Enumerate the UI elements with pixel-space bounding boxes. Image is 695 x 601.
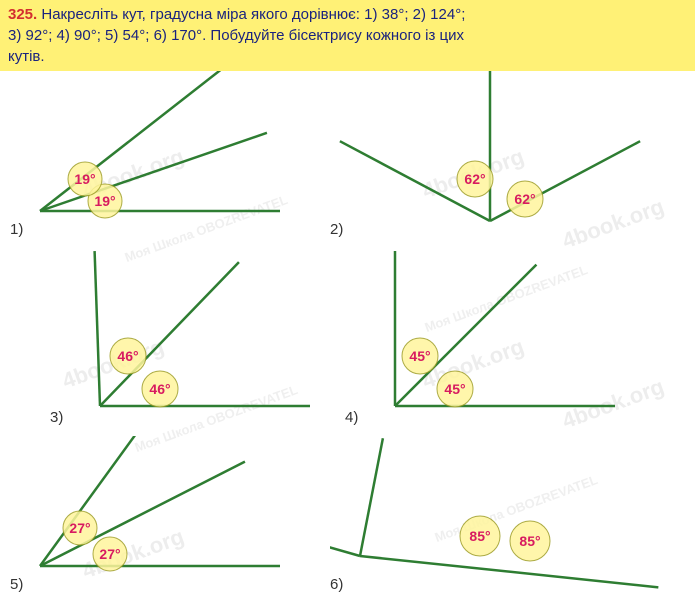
angle-diagram-2: 62° 62° 2) <box>330 71 660 241</box>
problem-line2: 3) 92°; 4) 90°; 5) 54°; 6) 170°. Побудуй… <box>8 27 464 44</box>
angle-value-label: 62° <box>514 191 535 207</box>
problem-text: 325. Накресліть кут, градусна міра якого… <box>0 0 695 71</box>
problem-line3: кутів. <box>8 48 45 65</box>
angle-ray <box>360 556 658 587</box>
problem-line1: Накресліть кут, градусна міра якого дорі… <box>41 6 465 23</box>
angle-diagram-6: 85° 85° 6) <box>330 436 680 596</box>
angle-value-label: 45° <box>409 348 430 364</box>
diagram-number-label: 3) <box>50 409 63 426</box>
angle-diagram-3: 46°46°3) <box>50 251 330 421</box>
angle-value-label: 46° <box>149 381 170 397</box>
problem-number: 325. <box>8 6 37 23</box>
diagram-svg: 27° 27° <box>10 436 310 596</box>
angle-ray <box>40 71 229 211</box>
diagrams-container: 4book.org4book.org4book.org4book.org4boo… <box>0 71 695 601</box>
diagram-svg: 45° 45° <box>345 251 645 421</box>
angle-value-label: 27° <box>99 546 120 562</box>
diagram-number-label: 5) <box>10 576 23 593</box>
angle-value-label: 85° <box>469 528 490 544</box>
angle-value-label: 19° <box>94 193 115 209</box>
diagram-number-label: 1) <box>10 221 23 238</box>
diagram-number-label: 2) <box>330 221 343 238</box>
angle-value-label: 27° <box>69 520 90 536</box>
angle-value-label: 19° <box>74 171 95 187</box>
diagram-svg: 85° 85° <box>330 436 680 596</box>
diagram-svg: 19°19° <box>10 71 310 241</box>
angle-diagram-1: 19°19°1) <box>10 71 310 241</box>
angle-value-label: 85° <box>519 533 540 549</box>
angle-value-label: 46° <box>117 348 138 364</box>
angle-ray <box>95 251 100 406</box>
angle-value-label: 62° <box>464 171 485 187</box>
angle-ray <box>360 438 383 556</box>
diagram-svg: 62° 62° <box>330 71 660 241</box>
angle-ray <box>330 545 360 556</box>
angle-diagram-5: 27° 27° 5) <box>10 436 310 596</box>
diagram-svg: 46° 46° <box>50 251 330 421</box>
angle-diagram-4: 45°45°4) <box>345 251 645 421</box>
diagram-number-label: 4) <box>345 409 358 426</box>
diagram-number-label: 6) <box>330 576 343 593</box>
angle-value-label: 45° <box>444 381 465 397</box>
